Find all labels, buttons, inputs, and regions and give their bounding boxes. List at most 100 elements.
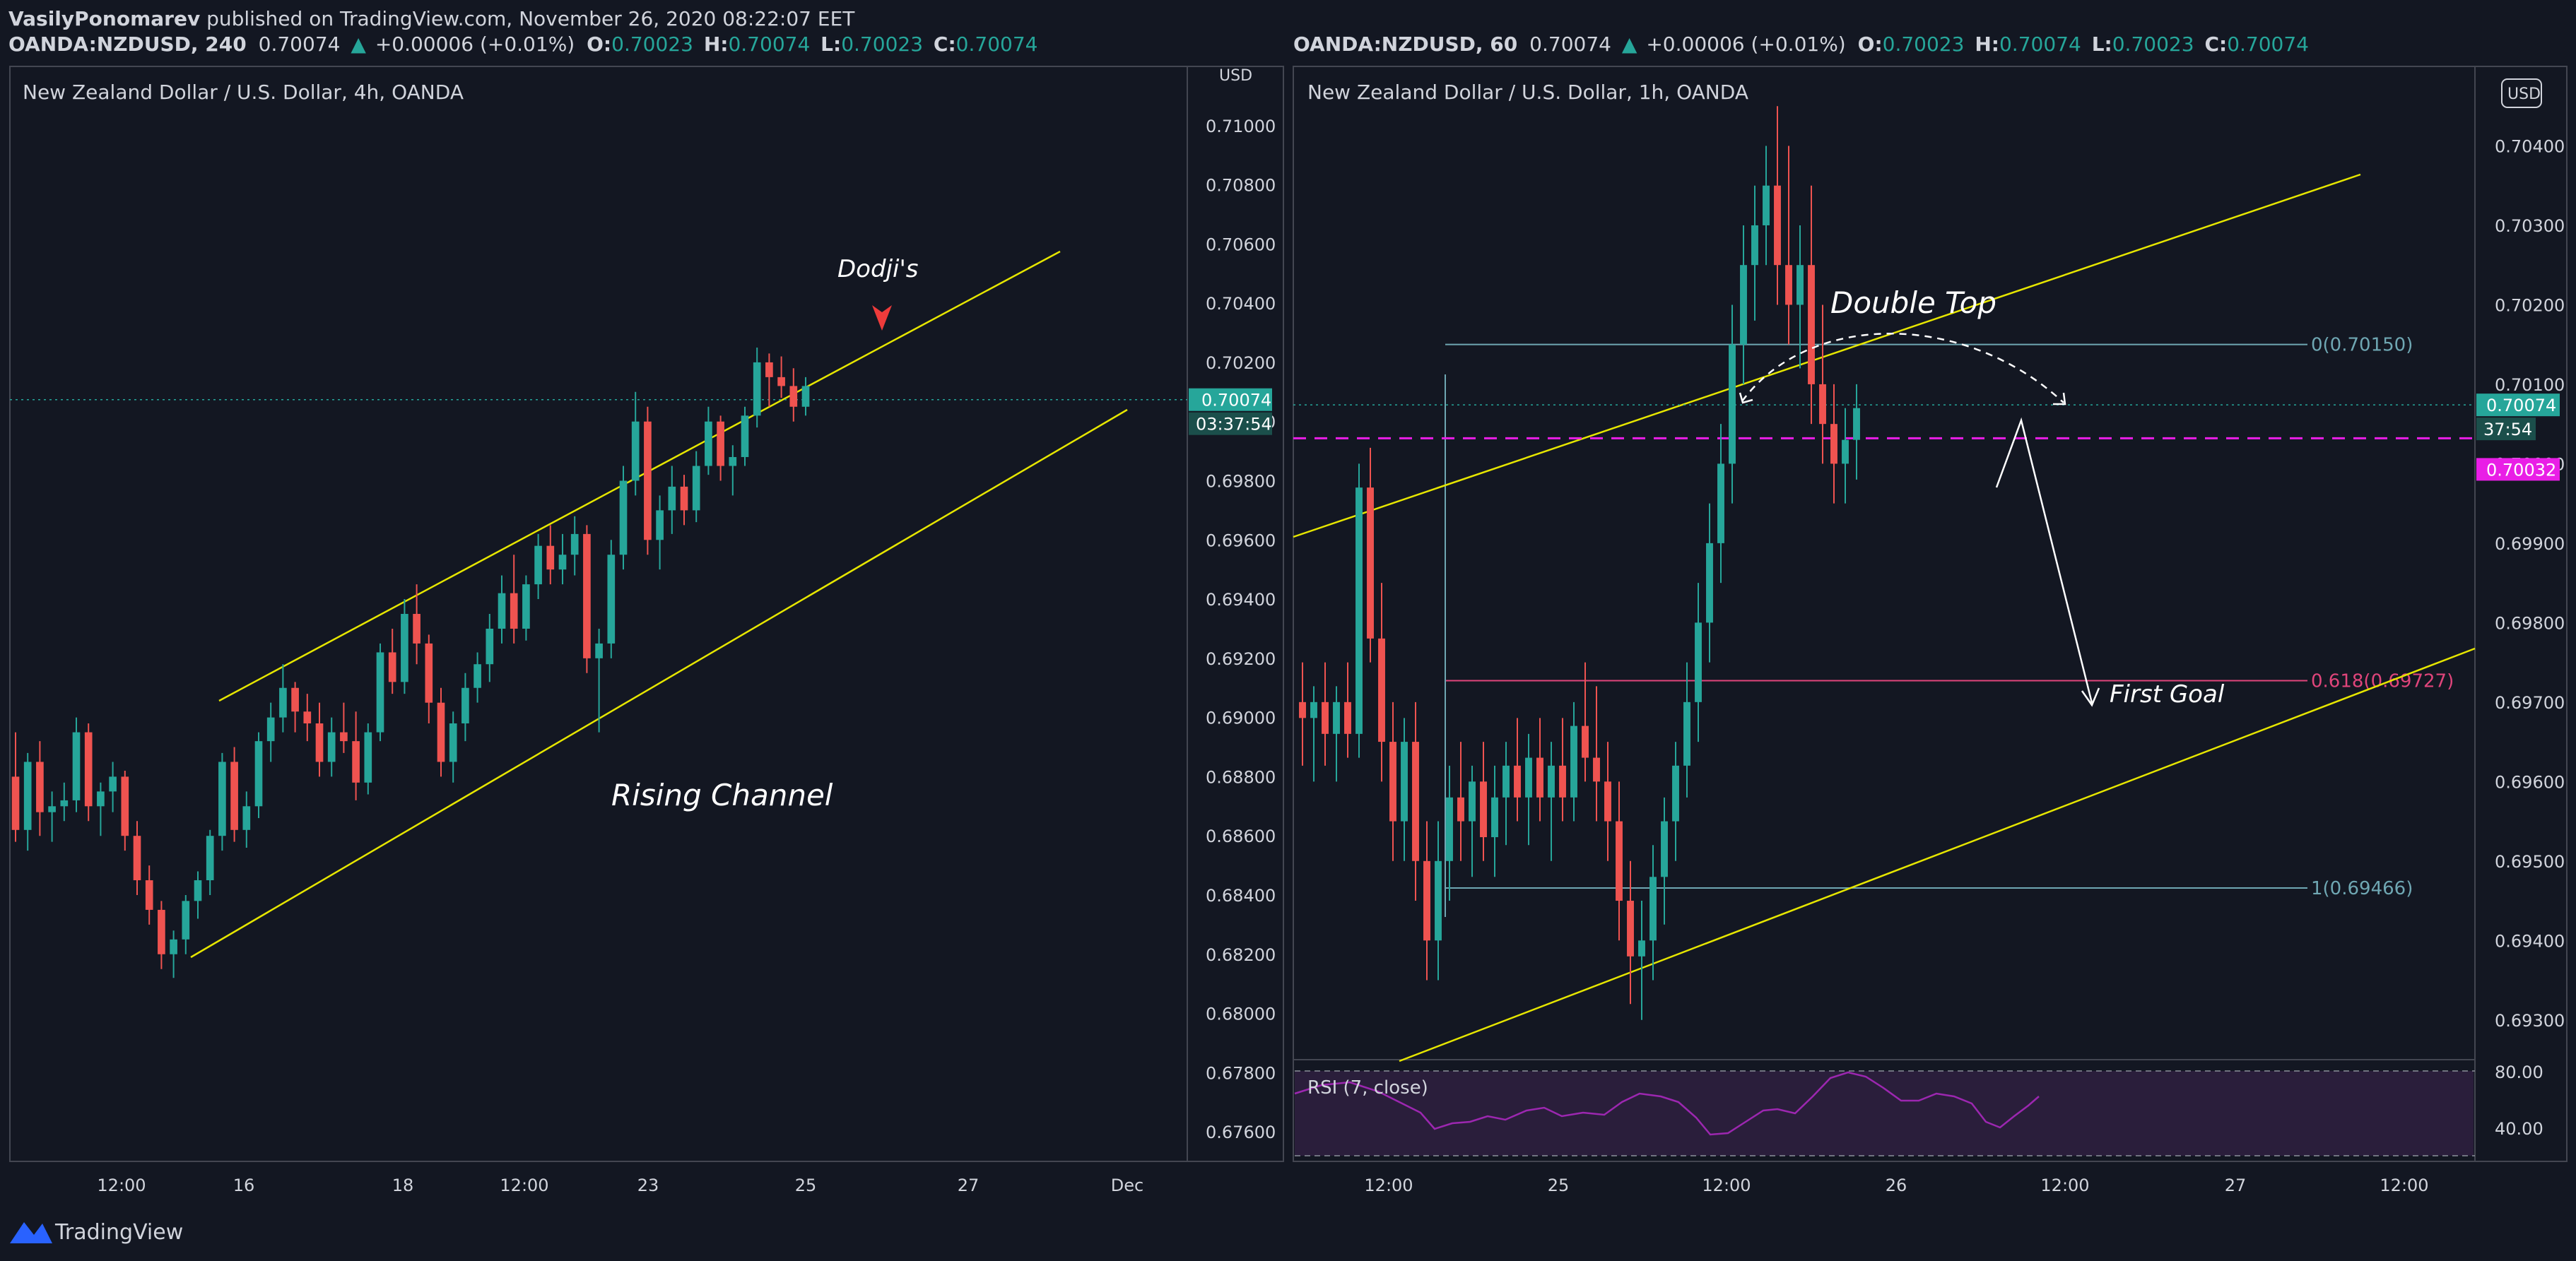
left-channel-lower-line[interactable]	[190, 408, 1128, 959]
right-candle-body[interactable]	[1627, 901, 1634, 957]
left-candle-body[interactable]	[315, 723, 324, 762]
left-candle-body[interactable]	[558, 555, 567, 570]
right-candle-body[interactable]	[1661, 821, 1668, 877]
right-candle-body[interactable]	[1333, 701, 1340, 734]
right-candle-body[interactable]	[1582, 726, 1589, 758]
right-candle-body[interactable]	[1729, 344, 1736, 464]
right-candle-body[interactable]	[1389, 742, 1396, 822]
left-candle-body[interactable]	[194, 880, 202, 901]
left-candle-body[interactable]	[11, 776, 20, 830]
left-candle-body[interactable]	[656, 510, 664, 540]
left-candle-body[interactable]	[352, 741, 360, 783]
left-candle-body[interactable]	[158, 909, 165, 954]
right-candle-body[interactable]	[1604, 781, 1611, 822]
right-candle-body[interactable]	[1322, 701, 1329, 734]
right-candle-body[interactable]	[1649, 877, 1657, 941]
right-candle-body[interactable]	[1853, 408, 1860, 440]
right-candle-body[interactable]	[1446, 797, 1453, 861]
left-candle-body[interactable]	[595, 643, 603, 658]
right-candle-body[interactable]	[1378, 638, 1385, 742]
left-candle-body[interactable]	[717, 421, 724, 466]
right-candle-body[interactable]	[1808, 265, 1815, 384]
right-candle-body[interactable]	[1355, 487, 1363, 734]
left-candle-body[interactable]	[498, 593, 506, 629]
left-candle-body[interactable]	[753, 362, 761, 416]
left-candle-body[interactable]	[60, 800, 69, 807]
right-candle-body[interactable]	[1570, 726, 1577, 798]
left-candle-body[interactable]	[242, 806, 251, 830]
left-candle-body[interactable]	[534, 545, 542, 585]
left-candle-body[interactable]	[72, 732, 81, 800]
left-candle-body[interactable]	[425, 643, 433, 703]
right-candle-body[interactable]	[1423, 860, 1430, 941]
dodji-annotation[interactable]: Dodji's	[837, 255, 919, 283]
right-candle-body[interactable]	[1401, 742, 1408, 822]
left-candle-body[interactable]	[145, 880, 153, 910]
left-candle-body[interactable]	[218, 762, 226, 836]
left-candle-body[interactable]	[461, 687, 469, 723]
left-candle-body[interactable]	[109, 776, 117, 792]
right-candle-body[interactable]	[1310, 701, 1317, 718]
right-candle-body[interactable]	[1514, 765, 1521, 798]
right-candle-body[interactable]	[1480, 781, 1487, 838]
right-currency-button[interactable]	[2501, 78, 2542, 108]
left-candle-body[interactable]	[583, 533, 591, 658]
first-goal-annotation[interactable]: First Goal	[2110, 680, 2225, 709]
double-top-arc[interactable]	[1741, 333, 2064, 403]
right-candle-body[interactable]	[1457, 797, 1464, 822]
right-candle-body[interactable]	[1695, 622, 1702, 702]
right-candle-body[interactable]	[1593, 757, 1600, 782]
left-candle-body[interactable]	[705, 421, 712, 466]
tradingview-logo[interactable]: TradingView	[10, 1220, 183, 1245]
right-candle-body[interactable]	[1672, 765, 1679, 822]
right-candle-body[interactable]	[1751, 225, 1758, 266]
right-candle-body[interactable]	[1344, 701, 1351, 734]
right-candle-body[interactable]	[1763, 185, 1770, 225]
left-candle-body[interactable]	[121, 776, 129, 836]
left-candle-body[interactable]	[401, 614, 408, 682]
left-candle-body[interactable]	[741, 415, 749, 457]
right-candle-body[interactable]	[1412, 742, 1419, 861]
left-candle-body[interactable]	[303, 711, 312, 723]
right-candle-body[interactable]	[1367, 487, 1374, 639]
left-candle-body[interactable]	[474, 664, 481, 688]
left-candle-body[interactable]	[801, 386, 810, 407]
left-candle-body[interactable]	[23, 762, 32, 830]
right-candle-body[interactable]	[1842, 439, 1849, 464]
left-candle-body[interactable]	[376, 652, 384, 733]
left-candle-body[interactable]	[206, 836, 214, 881]
left-candle-body[interactable]	[570, 533, 579, 555]
right-candle-body[interactable]	[1819, 384, 1826, 425]
left-candle-body[interactable]	[765, 362, 773, 377]
left-candle-body[interactable]	[692, 466, 700, 511]
right-candle-body[interactable]	[1469, 781, 1476, 822]
right-candle-body[interactable]	[1525, 757, 1532, 798]
left-candle-body[interactable]	[668, 486, 676, 511]
left-candle-body[interactable]	[170, 939, 177, 954]
right-candle-body[interactable]	[1785, 265, 1792, 305]
right-candle-body[interactable]	[1502, 765, 1510, 798]
left-candle-body[interactable]	[789, 386, 798, 407]
left-channel-upper-line[interactable]	[218, 250, 1061, 702]
left-candle-body[interactable]	[279, 687, 287, 718]
right-candle-body[interactable]	[1830, 424, 1837, 464]
left-candle-body[interactable]	[619, 480, 628, 555]
right-candle-body[interactable]	[1638, 940, 1645, 957]
left-candle-body[interactable]	[486, 628, 494, 665]
left-candle-body[interactable]	[644, 421, 652, 540]
right-symbol[interactable]: OANDA:NZDUSD, 60	[1293, 32, 1517, 56]
right-channel-lower-line[interactable]	[1399, 647, 2476, 1062]
right-candle-body[interactable]	[1559, 765, 1566, 798]
left-candle-body[interactable]	[291, 687, 299, 712]
left-candle-body[interactable]	[133, 836, 141, 881]
left-candle-body[interactable]	[36, 762, 44, 812]
left-candle-body[interactable]	[364, 732, 372, 783]
right-candle-body[interactable]	[1299, 701, 1306, 718]
right-candle-body[interactable]	[1491, 797, 1498, 838]
left-candle-body[interactable]	[607, 555, 616, 644]
left-symbol[interactable]: OANDA:NZDUSD, 240	[8, 32, 247, 56]
left-candle-body[interactable]	[729, 456, 737, 466]
right-channel-upper-line[interactable]	[1293, 173, 2361, 538]
right-candle-body[interactable]	[1536, 757, 1543, 798]
double-top-annotation[interactable]: Double Top	[1830, 285, 1996, 320]
